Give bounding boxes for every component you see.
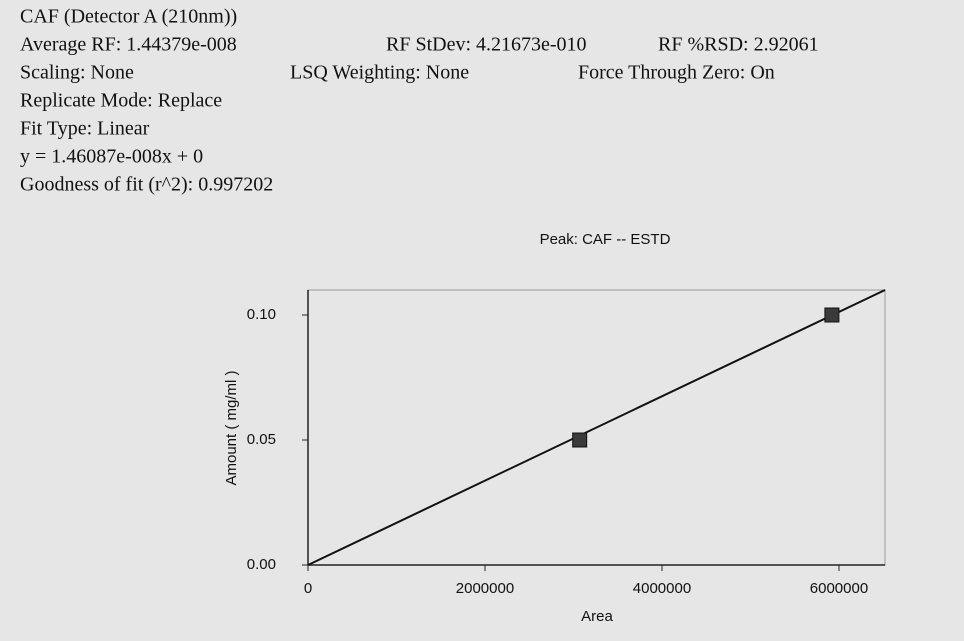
header-line: Fit Type: Linear	[20, 118, 150, 140]
y-tick-label: 0.10	[247, 306, 276, 323]
header-line: Replicate Mode: Replace	[20, 90, 222, 112]
header-line: Average RF: 1.44379e-008	[20, 34, 237, 56]
x-tick-label: 4000000	[633, 580, 691, 597]
header-line: RF StDev: 4.21673e-010	[386, 34, 587, 56]
y-tick-label: 0.05	[247, 431, 276, 448]
header-line: y = 1.46087e-008x + 0	[20, 146, 203, 168]
y-axis-label: Amount ( mg/ml )	[223, 370, 240, 485]
y-tick-label: 0.00	[247, 556, 276, 573]
chart-title: Peak: CAF -- ESTD	[540, 231, 671, 248]
x-tick-label: 2000000	[456, 580, 514, 597]
header-line: CAF (Detector A (210nm))	[20, 6, 237, 28]
data-point	[573, 433, 587, 447]
header-line: LSQ Weighting: None	[290, 62, 469, 84]
header-line: Scaling: None	[20, 62, 134, 84]
header-line: Force Through Zero: On	[578, 62, 775, 84]
x-tick-label: 0	[304, 580, 312, 597]
header-line: RF %RSD: 2.92061	[658, 34, 819, 56]
data-point	[825, 308, 839, 322]
x-axis-label: Area	[581, 608, 613, 625]
header-line: Goodness of fit (r^2): 0.997202	[20, 174, 273, 196]
screen: CAF (Detector A (210nm)) Average RF: 1.4…	[0, 0, 964, 641]
x-tick-label: 6000000	[810, 580, 868, 597]
